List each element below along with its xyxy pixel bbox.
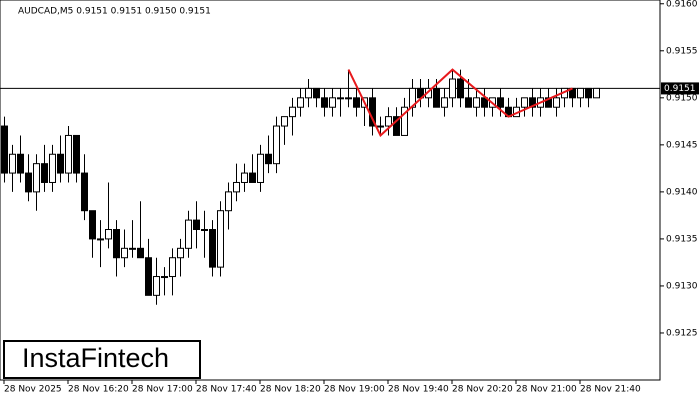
candle-body — [9, 153, 16, 174]
y-tick-label: 0.9140 — [666, 187, 698, 197]
candle-body — [33, 163, 40, 193]
y-tick-label: 0.9145 — [666, 140, 698, 150]
candle-body — [393, 116, 400, 136]
candle-body — [465, 97, 472, 108]
x-tick-label: 28 Nov 18:20 — [260, 385, 321, 395]
x-tick-label: 28 Nov 19:00 — [324, 385, 385, 395]
plot-frame — [0, 0, 661, 381]
candle-body — [441, 97, 448, 108]
candle-body — [289, 106, 296, 118]
candle-body — [89, 210, 96, 240]
x-tick-label: 28 Nov 17:00 — [132, 385, 193, 395]
candle-body — [1, 125, 8, 174]
pattern-line — [347, 68, 573, 138]
candle-body — [457, 78, 464, 99]
y-tick-label: 0.9160 — [666, 0, 698, 9]
y-tick-label: 0.9135 — [666, 234, 698, 244]
candle-body — [217, 210, 224, 268]
y-tick-label: 0.9125 — [666, 328, 698, 338]
candle-body — [153, 276, 160, 296]
candle-body — [577, 87, 584, 99]
candle-body — [209, 229, 216, 268]
candle-body — [113, 229, 120, 259]
candle-body — [137, 247, 144, 259]
candle-body — [257, 153, 264, 183]
chart-title: AUDCAD,M5 0.9151 0.9151 0.9150 0.9151 — [18, 7, 211, 17]
candle-body — [529, 97, 536, 108]
candle-body — [161, 276, 168, 279]
candle-body — [17, 153, 24, 174]
candle-body — [497, 97, 504, 108]
candle-body — [145, 257, 152, 296]
candle-body — [481, 97, 488, 108]
candle-body — [225, 191, 232, 212]
candle-body — [97, 238, 104, 241]
candle-body — [265, 153, 272, 165]
candle-body — [185, 219, 192, 249]
candle-body — [121, 247, 128, 259]
candle-body — [433, 87, 440, 108]
candle-body — [233, 181, 240, 193]
candle-body — [473, 97, 480, 108]
current-price-box — [661, 82, 699, 95]
candle-body — [201, 229, 208, 232]
candle-body — [73, 134, 80, 174]
current-price-label: 0.9151 — [664, 84, 696, 94]
candle-body — [449, 78, 456, 99]
y-tick-label: 0.9130 — [666, 281, 698, 291]
candle-body — [337, 97, 344, 100]
candle-body — [521, 97, 528, 108]
x-tick-label: 28 Nov 16:20 — [68, 385, 129, 395]
x-tick-label: 28 Nov 21:00 — [516, 385, 577, 395]
candle-body — [105, 229, 112, 240]
x-tick-label: 28 Nov 19:40 — [388, 385, 449, 395]
x-tick-label: 28 Nov 21:40 — [580, 385, 641, 395]
logo-box — [3, 340, 201, 379]
candle-body — [585, 87, 592, 99]
candle-body — [313, 87, 320, 99]
candle-body — [281, 116, 288, 127]
candle-body — [593, 87, 600, 99]
candle-body — [545, 97, 552, 108]
candle-body — [345, 97, 352, 100]
x-tick-label: 28 Nov 20:20 — [452, 385, 513, 395]
candle-body — [305, 87, 312, 99]
x-tick-label: 28 Nov 17:40 — [196, 385, 257, 395]
y-tick-label: 0.9150 — [666, 93, 698, 103]
candle-body — [297, 97, 304, 108]
candle-body — [49, 153, 56, 183]
y-tick-label: 0.9155 — [666, 46, 698, 56]
candle-body — [329, 97, 336, 108]
candle-body — [401, 106, 408, 136]
candle-body — [169, 257, 176, 278]
candle-body — [353, 97, 360, 108]
candle-body — [177, 247, 184, 259]
logo: InstaFintech — [22, 343, 169, 373]
candle-body — [249, 172, 256, 183]
candle-body — [193, 219, 200, 231]
x-tick-label: 28 Nov 2025 — [4, 385, 62, 395]
candle-body — [25, 172, 32, 193]
candle-body — [81, 172, 88, 212]
candle-body — [385, 116, 392, 127]
candle-body — [321, 97, 328, 108]
candle-body — [57, 153, 64, 174]
candle-body — [241, 172, 248, 183]
candle-body — [273, 125, 280, 165]
candle-body — [129, 247, 136, 250]
candle-body — [377, 125, 384, 128]
candle-body — [65, 134, 72, 174]
candle-body — [41, 163, 48, 183]
candle-body — [553, 97, 560, 108]
